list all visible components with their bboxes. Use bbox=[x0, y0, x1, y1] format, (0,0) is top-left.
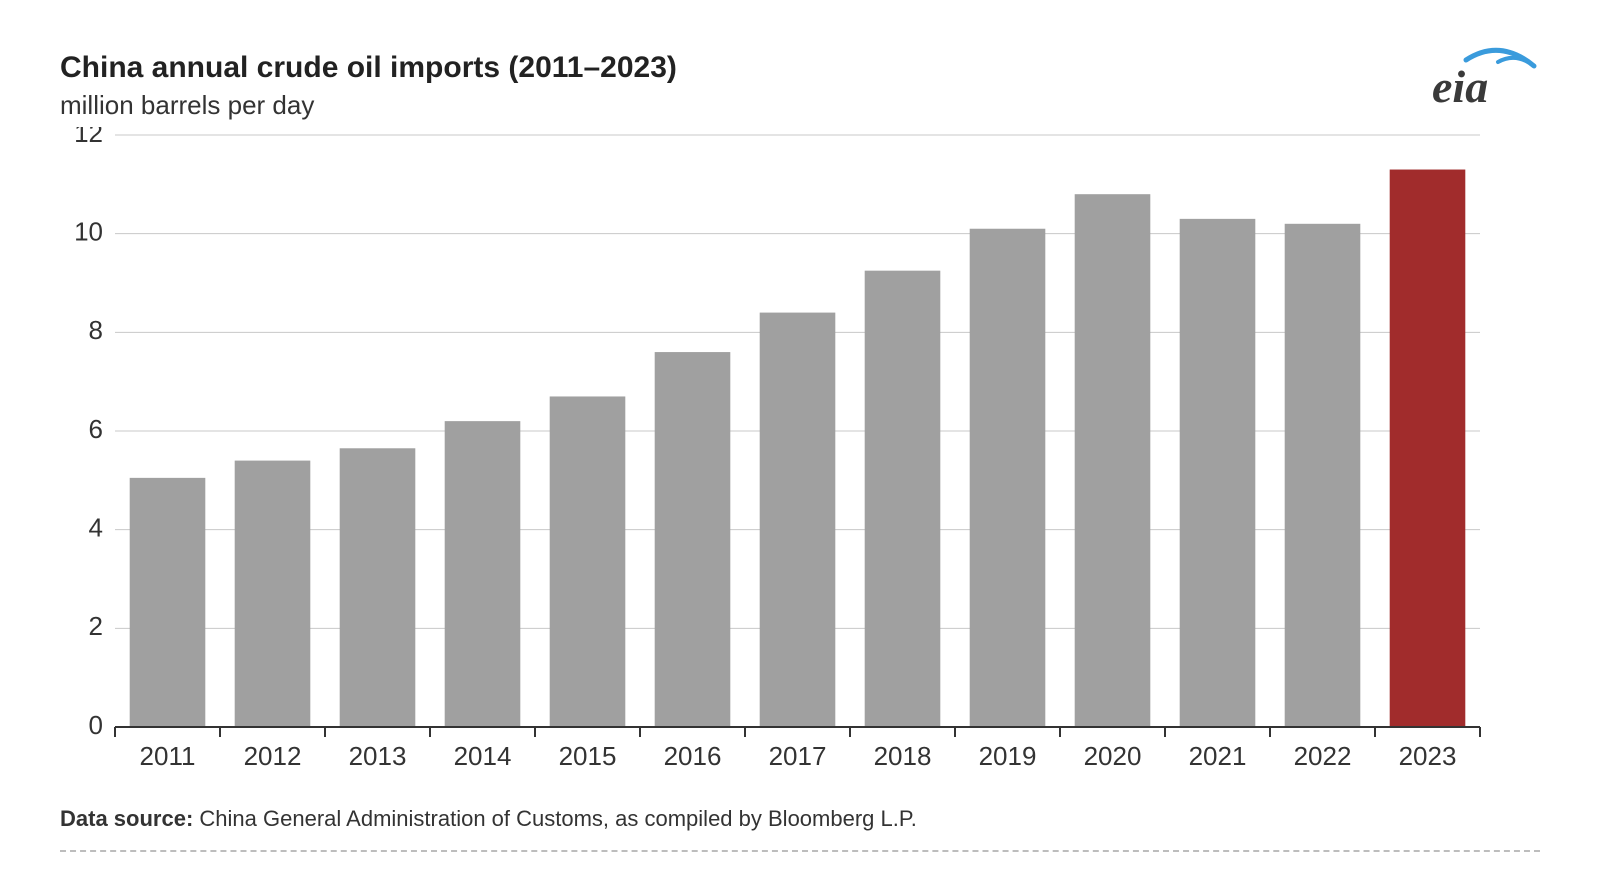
x-tick-label: 2017 bbox=[769, 741, 827, 771]
bar bbox=[445, 421, 521, 727]
bar bbox=[340, 448, 416, 727]
bar bbox=[1285, 224, 1361, 727]
data-source-text: China General Administration of Customs,… bbox=[199, 806, 916, 831]
bar bbox=[1075, 194, 1151, 727]
x-tick-label: 2016 bbox=[664, 741, 722, 771]
svg-text:eia: eia bbox=[1432, 61, 1488, 112]
svg-text:10: 10 bbox=[74, 217, 103, 247]
bar bbox=[760, 313, 836, 727]
svg-text:8: 8 bbox=[89, 315, 103, 345]
bar bbox=[1180, 219, 1256, 727]
chart-container: China annual crude oil imports (2011–202… bbox=[0, 0, 1600, 890]
bar-chart: 0 2 4 6 8 10 12 2011 2012 2013 2014 2015 2016 2017 201… bbox=[60, 127, 1540, 792]
x-tick-label: 2019 bbox=[979, 741, 1037, 771]
bar bbox=[130, 478, 206, 727]
x-tick-label: 2021 bbox=[1189, 741, 1247, 771]
x-tick-label: 2013 bbox=[349, 741, 407, 771]
svg-text:4: 4 bbox=[89, 513, 103, 543]
bar bbox=[235, 461, 311, 727]
svg-text:0: 0 bbox=[89, 710, 103, 740]
data-source: Data source: China General Administratio… bbox=[60, 806, 1540, 832]
x-tick-label: 2015 bbox=[559, 741, 617, 771]
svg-text:6: 6 bbox=[89, 414, 103, 444]
bar bbox=[970, 229, 1046, 727]
bar bbox=[865, 271, 941, 727]
svg-text:12: 12 bbox=[74, 127, 103, 148]
svg-text:2: 2 bbox=[89, 611, 103, 641]
header: China annual crude oil imports (2011–202… bbox=[60, 50, 1540, 121]
bar bbox=[655, 352, 731, 727]
x-tick-label: 2012 bbox=[244, 741, 302, 771]
footer-separator bbox=[60, 850, 1540, 852]
bar bbox=[550, 396, 626, 727]
data-source-label: Data source: bbox=[60, 806, 193, 831]
x-tick-label: 2011 bbox=[140, 741, 196, 771]
x-tick-label: 2022 bbox=[1294, 741, 1352, 771]
x-tick-label: 2018 bbox=[874, 741, 932, 771]
eia-logo: eia bbox=[1420, 46, 1540, 117]
bar bbox=[1390, 170, 1466, 727]
chart-subtitle: million barrels per day bbox=[60, 90, 1540, 121]
x-tick-label: 2023 bbox=[1399, 741, 1457, 771]
chart-title: China annual crude oil imports (2011–202… bbox=[60, 50, 1540, 86]
x-tick-label: 2020 bbox=[1084, 741, 1142, 771]
x-tick-label: 2014 bbox=[454, 741, 512, 771]
